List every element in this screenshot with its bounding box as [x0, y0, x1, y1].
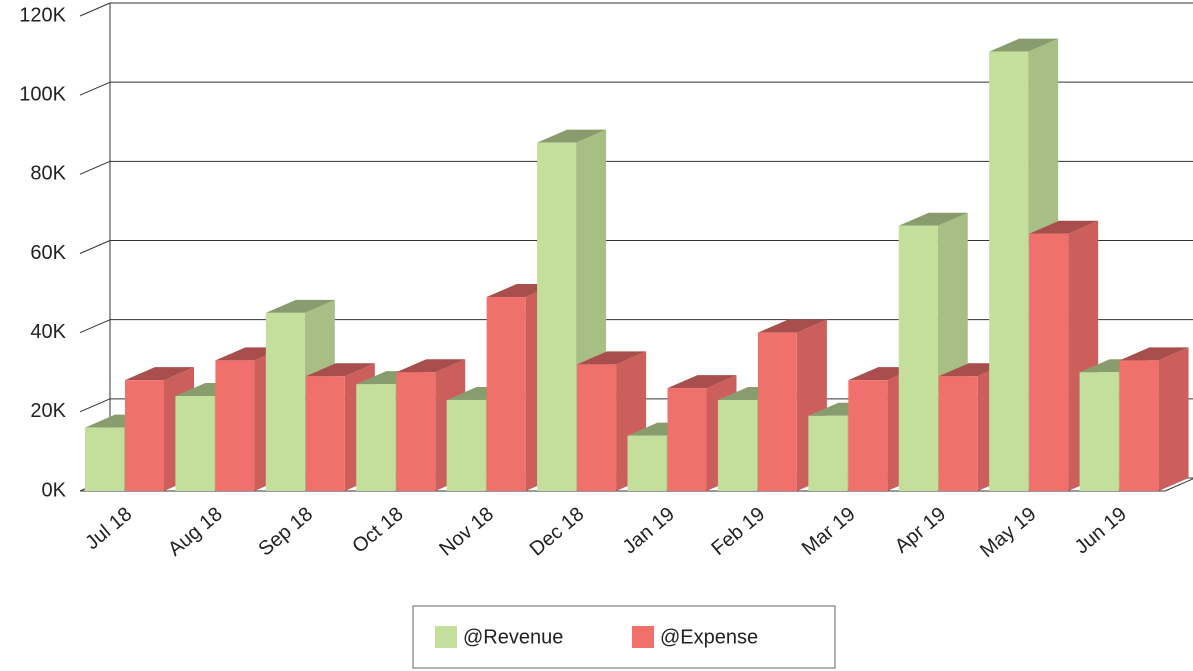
y-tick-label: 120K	[19, 4, 66, 26]
bar-front	[667, 388, 707, 491]
bar-front	[175, 396, 215, 491]
bar-front	[717, 399, 757, 491]
bar-front	[1029, 233, 1069, 492]
bar-front	[577, 364, 617, 491]
legend-swatch	[632, 626, 654, 648]
grid-wall-line	[79, 398, 111, 413]
bar-top	[305, 363, 375, 377]
bar-top	[577, 351, 647, 365]
bar-top	[537, 129, 607, 143]
floor-right-edge	[1164, 478, 1193, 492]
x-tick-label: Oct 18	[348, 503, 407, 558]
y-tick-label: 60K	[30, 242, 66, 264]
bar-top	[757, 319, 827, 333]
grid-wall-line	[79, 319, 111, 334]
bar-front	[848, 380, 888, 491]
bar-top	[265, 299, 335, 313]
bar-front	[265, 312, 305, 491]
y-tick-label: 20K	[30, 400, 66, 422]
bar-side	[1158, 347, 1189, 491]
bar-front	[989, 51, 1029, 491]
bar-front	[446, 399, 486, 491]
bar-top	[1119, 347, 1189, 361]
legend-box	[412, 605, 836, 669]
bar-front	[486, 297, 526, 491]
bar-front	[1079, 372, 1119, 491]
x-tick-label: Sep 18	[254, 503, 317, 561]
bar-front	[215, 360, 255, 491]
bar-front	[537, 142, 577, 491]
bar-front	[356, 384, 396, 491]
bar-top	[1029, 220, 1099, 234]
x-tick-label: Feb 19	[707, 503, 769, 560]
bar-front	[125, 380, 164, 491]
x-tick-label: Nov 18	[435, 503, 498, 561]
legend-swatch	[435, 626, 457, 648]
grid-wall-line	[79, 160, 111, 175]
grid-wall-line	[79, 2, 111, 17]
bar-front	[898, 225, 938, 491]
bar-top	[989, 38, 1059, 52]
y-tick-label: 80K	[30, 163, 66, 185]
bar-top	[898, 212, 968, 226]
bar-top	[125, 367, 194, 381]
bar-front	[757, 332, 797, 491]
bar-front	[85, 427, 124, 491]
x-tick-label: Apr 19	[891, 503, 950, 558]
legend-label: @Expense	[660, 626, 758, 648]
legend-label: @Revenue	[463, 626, 563, 648]
grid-wall-line	[79, 81, 111, 96]
y-tick-label: 0K	[42, 479, 67, 501]
x-tick-label: May 19	[976, 503, 1040, 562]
bar-top	[396, 359, 466, 373]
x-tick-label: Mar 19	[798, 503, 860, 560]
x-tick-label: Dec 18	[526, 503, 589, 561]
bar	[757, 319, 827, 491]
bar	[1029, 220, 1099, 492]
grid-wall-line	[79, 240, 111, 254]
x-tick-label: Jan 19	[619, 503, 679, 558]
x-tick-label: Jun 19	[1071, 503, 1131, 558]
bar-front	[808, 415, 848, 491]
bar-front	[305, 376, 345, 491]
y-tick-label: 100K	[19, 83, 66, 105]
bar-top	[667, 375, 737, 389]
bar	[1119, 347, 1189, 491]
bar-front	[938, 376, 978, 491]
x-tick-label: Aug 18	[164, 503, 227, 561]
bar-front	[396, 372, 436, 491]
x-tick-label: Jul 18	[81, 503, 136, 554]
bar-front	[627, 435, 667, 491]
y-tick-label: 40K	[30, 321, 66, 343]
bar-front	[1119, 360, 1159, 491]
